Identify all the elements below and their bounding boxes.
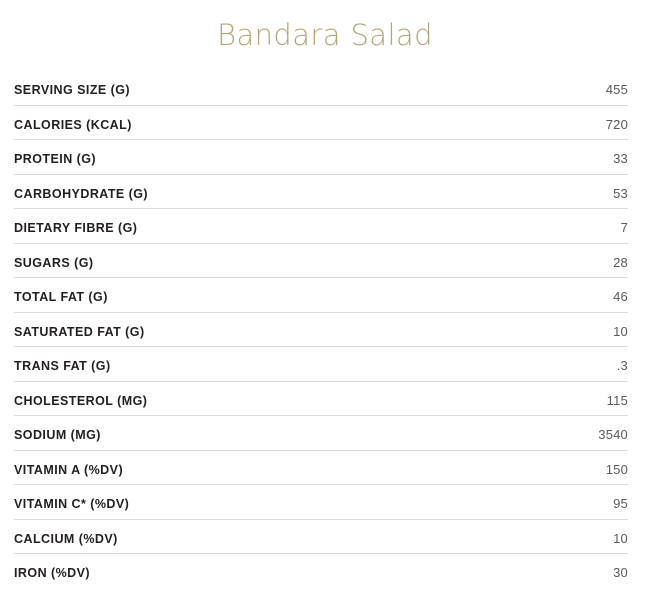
nutrient-value: 720: [605, 116, 628, 132]
nutrient-value: 150: [605, 461, 628, 477]
nutrient-label: TRANS FAT (G): [14, 359, 111, 373]
nutrient-label: IRON (%DV): [14, 566, 91, 580]
nutrient-label: CARBOHYDRATE (G): [14, 186, 149, 201]
nutrient-label: DIETARY FIBRE (G): [14, 221, 138, 235]
nutrition-table: SERVING SIZE (G) 455 CALORIES (KCAL) 720 PRO…: [14, 71, 628, 589]
nutrient-value: 53: [613, 185, 628, 201]
nutrient-label: VITAMIN A (%DV): [14, 462, 124, 477]
table-row: PROTEIN (G) 33: [14, 140, 628, 175]
nutrient-label: CALCIUM (%DV): [14, 531, 118, 546]
table-row: CHOLESTEROL (MG) 115: [14, 382, 628, 416]
table-row: SATURATED FAT (G) 10: [14, 313, 628, 347]
table-row: TOTAL FAT (G) 46: [14, 278, 628, 313]
nutrient-value: 30: [613, 565, 628, 580]
nutrient-label: VITAMIN C* (%DV): [14, 497, 130, 511]
nutrient-label: SODIUM (MG): [14, 428, 101, 442]
table-row: SUGARS (G) 28: [14, 244, 628, 278]
nutrient-label: TOTAL FAT (G): [14, 290, 108, 304]
nutrient-value: 10: [613, 323, 628, 339]
table-row: TRANS FAT (G) .3: [14, 347, 628, 382]
nutrient-label: SERVING SIZE (G): [14, 83, 131, 97]
table-row: IRON (%DV) 30: [14, 554, 628, 589]
table-row: DIETARY FIBRE (G) 7: [14, 209, 628, 244]
table-row: CALORIES (KCAL) 720: [14, 106, 628, 140]
nutrient-value: .3: [616, 358, 628, 373]
nutrient-value: 46: [613, 289, 628, 304]
nutrient-value: 95: [613, 496, 628, 511]
table-row: SODIUM (MG) 3540: [14, 416, 628, 451]
nutrient-value: 455: [605, 82, 628, 97]
table-row: CARBOHYDRATE (G) 53: [14, 175, 628, 209]
table-row: CALCIUM (%DV) 10: [14, 520, 628, 554]
nutrient-label: PROTEIN (G): [14, 152, 97, 166]
table-row: VITAMIN A (%DV) 150: [14, 451, 628, 485]
nutrient-value: 33: [613, 151, 628, 166]
nutrient-label: CHOLESTEROL (MG): [14, 393, 148, 408]
nutrient-value: 3540: [598, 427, 628, 442]
nutrient-value: 28: [613, 254, 628, 270]
nutrient-label: SUGARS (G): [14, 255, 94, 270]
nutrient-value: 115: [606, 392, 628, 408]
table-row: VITAMIN C* (%DV) 95: [14, 485, 628, 520]
table-row: SERVING SIZE (G) 455: [14, 71, 628, 106]
nutrient-label: SATURATED FAT (G): [14, 324, 145, 339]
nutrient-value: 7: [620, 220, 628, 235]
nutrient-label: CALORIES (KCAL): [14, 117, 132, 132]
nutrient-value: 10: [613, 530, 628, 546]
page-title: Bandara Salad: [217, 18, 433, 52]
